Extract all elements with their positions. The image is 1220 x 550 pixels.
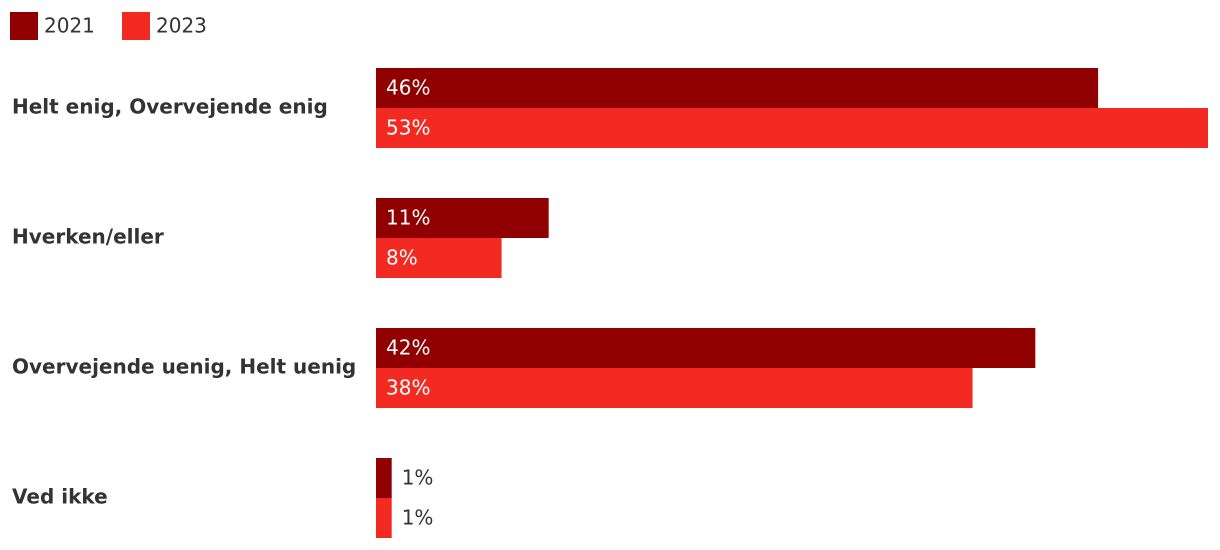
bar <box>376 368 973 408</box>
category-label: Overvejende uenig, Helt uenig <box>12 355 356 379</box>
category-label: Hverken/eller <box>12 225 164 249</box>
value-label: 46% <box>386 76 430 100</box>
category-label: Helt enig, Overvejende enig <box>12 95 328 119</box>
legend-swatch <box>122 12 150 40</box>
bar <box>376 458 392 498</box>
bar <box>376 68 1099 108</box>
value-label: 1% <box>402 466 434 490</box>
bar <box>376 198 549 238</box>
value-label: 53% <box>386 116 430 140</box>
legend-swatch <box>10 12 38 40</box>
value-label: 42% <box>386 336 430 360</box>
bar <box>376 108 1208 148</box>
legend-label: 2023 <box>156 14 207 38</box>
value-label: 8% <box>386 246 418 270</box>
legend-label: 2021 <box>44 14 95 38</box>
value-label: 1% <box>402 506 434 530</box>
category-label: Ved ikke <box>12 485 108 509</box>
value-label: 38% <box>386 376 430 400</box>
bar <box>376 238 502 278</box>
bar <box>376 328 1036 368</box>
bar <box>376 498 392 538</box>
value-label: 11% <box>386 206 430 230</box>
